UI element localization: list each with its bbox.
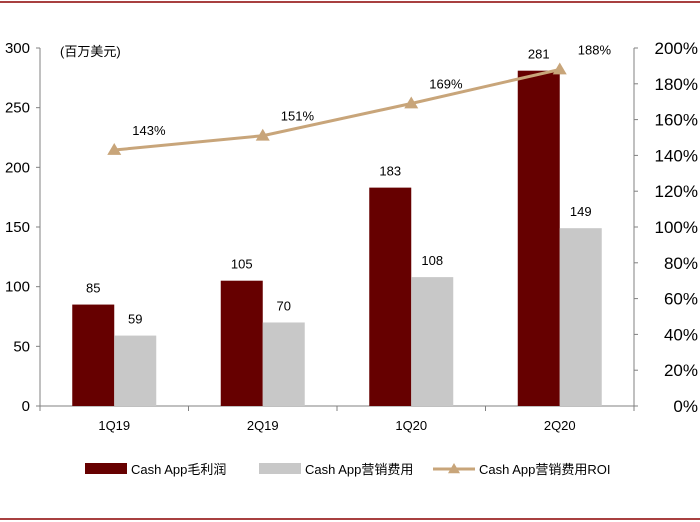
left-axis-tick-label: 100 [5, 279, 30, 296]
legend-swatch [85, 463, 127, 474]
legend-marker [448, 463, 460, 474]
bar-value-label: 149 [570, 204, 592, 219]
left-axis-tick-label: 50 [13, 338, 30, 355]
bar [114, 335, 157, 406]
bar-value-label: 108 [421, 253, 443, 268]
roi-point-marker [404, 96, 419, 109]
legend-label: Cash App营销费用ROI [479, 462, 611, 477]
x-axis-category-label: 1Q20 [395, 418, 427, 433]
right-axis-tick-label: 80% [664, 254, 698, 273]
left-axis-tick-label: 250 [5, 100, 30, 117]
legend-label: Cash App营销费用 [305, 462, 413, 477]
right-axis-tick-label: 60% [664, 290, 698, 309]
unit-label: (百万美元) [60, 44, 121, 59]
x-axis-category-label: 2Q20 [544, 418, 576, 433]
roi-series-line [114, 68, 561, 152]
bar [220, 280, 263, 406]
right-axis-tick-label: 0% [673, 397, 698, 416]
left-axis-tick-label: 300 [5, 40, 30, 57]
roi-point-marker [552, 62, 567, 75]
roi-point-marker [255, 128, 270, 141]
bar [369, 187, 412, 406]
bar [411, 277, 454, 406]
left-axis-tick-label: 0 [22, 398, 30, 415]
roi-value-label: 188% [578, 42, 612, 57]
x-axis-category-label: 1Q19 [98, 418, 130, 433]
bar-value-label: 59 [128, 312, 142, 327]
right-axis-tick-label: 180% [655, 75, 698, 94]
right-axis-tick-label: 100% [655, 218, 698, 237]
legend-label: Cash App毛利润 [131, 462, 226, 477]
bar [72, 304, 115, 406]
right-axis-tick-label: 140% [655, 146, 698, 165]
right-axis-tick-label: 200% [655, 39, 698, 58]
bar-value-label: 105 [231, 257, 253, 272]
bar-value-label: 85 [86, 281, 100, 296]
bar [559, 228, 602, 406]
legend-swatch [259, 463, 301, 474]
left-axis-tick-label: 150 [5, 219, 30, 236]
right-axis-tick-label: 40% [664, 325, 698, 344]
bar-value-label: 281 [528, 47, 550, 62]
roi-point-marker [107, 143, 122, 155]
left-axis-tick-label: 200 [5, 159, 30, 176]
right-axis-tick-label: 160% [655, 111, 698, 130]
bar-value-label: 70 [277, 298, 291, 313]
bar-value-label: 183 [379, 164, 401, 179]
roi-value-label: 143% [132, 123, 166, 138]
bar [262, 322, 305, 406]
roi-value-label: 151% [281, 109, 315, 124]
bar [517, 70, 560, 406]
x-axis-category-label: 2Q19 [247, 418, 279, 433]
right-axis-tick-label: 20% [664, 361, 698, 380]
roi-value-label: 169% [429, 76, 463, 91]
right-axis-tick-label: 120% [655, 182, 698, 201]
